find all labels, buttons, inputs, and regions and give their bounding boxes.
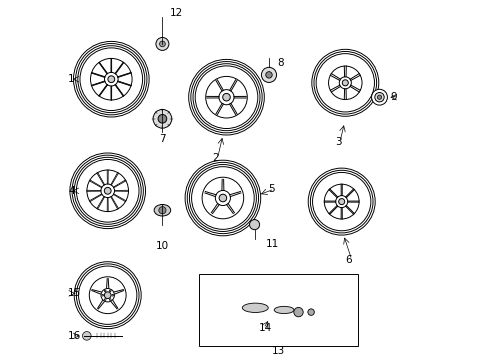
Circle shape — [104, 299, 106, 300]
Text: 4: 4 — [68, 186, 75, 196]
Circle shape — [249, 220, 259, 230]
Text: 8: 8 — [277, 58, 284, 68]
Circle shape — [374, 93, 384, 102]
Circle shape — [112, 294, 113, 296]
Circle shape — [109, 299, 111, 300]
Circle shape — [377, 95, 381, 99]
Text: 14: 14 — [258, 323, 271, 333]
Ellipse shape — [274, 306, 293, 314]
Circle shape — [159, 41, 165, 47]
Circle shape — [108, 76, 115, 82]
Text: 6: 6 — [345, 255, 351, 265]
Text: 10: 10 — [156, 240, 169, 251]
Text: 16: 16 — [68, 331, 81, 341]
Circle shape — [222, 94, 230, 101]
Ellipse shape — [154, 204, 170, 216]
Circle shape — [104, 188, 111, 194]
Text: 5: 5 — [267, 184, 274, 194]
Text: 15: 15 — [68, 288, 81, 298]
Circle shape — [156, 37, 168, 50]
Text: 9: 9 — [389, 92, 396, 102]
Circle shape — [109, 290, 111, 292]
Circle shape — [371, 89, 386, 105]
Ellipse shape — [242, 303, 268, 312]
Circle shape — [219, 194, 226, 202]
Text: 12: 12 — [169, 8, 183, 18]
Circle shape — [158, 114, 166, 123]
Circle shape — [82, 332, 91, 340]
Text: 7: 7 — [159, 134, 165, 144]
Circle shape — [261, 67, 276, 82]
Text: 13: 13 — [271, 346, 285, 356]
Circle shape — [104, 290, 106, 292]
Circle shape — [338, 199, 344, 204]
Circle shape — [153, 109, 171, 128]
Text: 3: 3 — [334, 137, 341, 147]
Circle shape — [307, 309, 314, 315]
Circle shape — [159, 207, 166, 214]
Circle shape — [293, 307, 303, 317]
Text: 11: 11 — [265, 239, 278, 249]
Text: 2: 2 — [212, 153, 219, 163]
Circle shape — [104, 292, 111, 298]
Circle shape — [102, 294, 103, 296]
Text: 1: 1 — [68, 74, 75, 84]
Circle shape — [265, 72, 272, 78]
Circle shape — [342, 80, 347, 86]
